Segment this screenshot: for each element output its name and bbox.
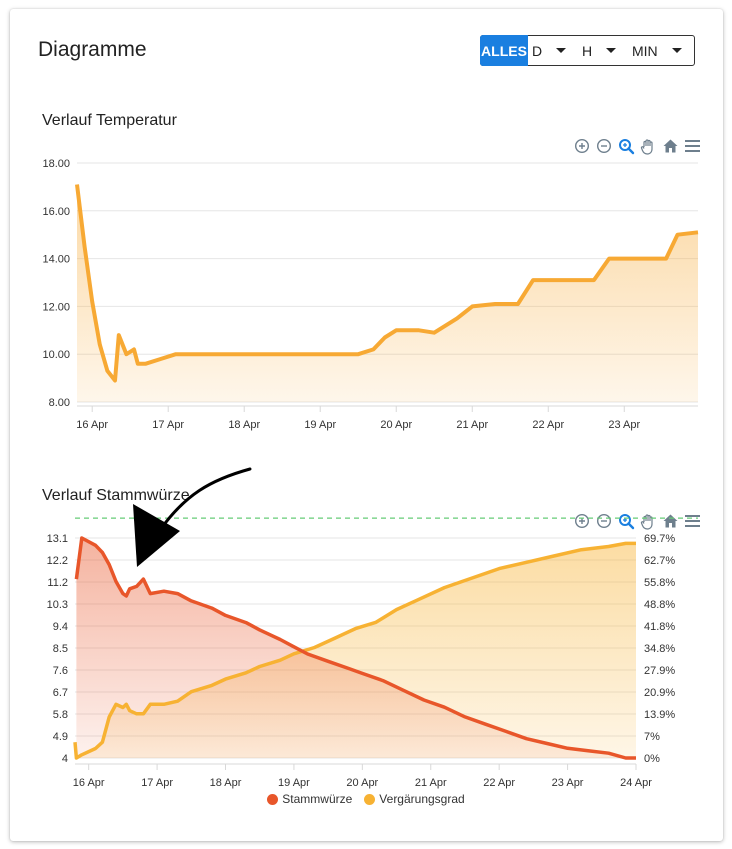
x-tick-label: 21 Apr: [456, 419, 488, 431]
y-tick-label: 8.00: [49, 397, 70, 409]
legend-label: Vergärungsgrad: [379, 792, 465, 806]
chart-legend: Stammwürze Vergärungsgrad: [0, 792, 732, 806]
zoom-in-icon[interactable]: [573, 137, 591, 155]
annotation-arrow: [133, 467, 252, 567]
y-left-tick-label: 6.7: [53, 687, 68, 699]
y-tick-label: 18.00: [42, 158, 70, 170]
x-tick-label: 17 Apr: [141, 777, 173, 789]
selection-zoom-icon[interactable]: [617, 512, 635, 530]
legend-marker: [364, 793, 376, 805]
y-tick-label: 16.00: [42, 206, 70, 218]
y-left-tick-label: 12.2: [47, 555, 68, 567]
y-right-tick-label: 55.8%: [644, 577, 675, 589]
range-dropdown-days[interactable]: D: [528, 36, 578, 65]
y-right-tick-label: 20.9%: [644, 687, 675, 699]
y-tick-label: 10.00: [42, 349, 70, 361]
range-button-alles[interactable]: ALLES: [480, 35, 528, 66]
y-left-tick-label: 8.5: [53, 643, 68, 655]
reset-home-icon[interactable]: [661, 137, 679, 155]
legend-item-vergaerungsgrad[interactable]: Vergärungsgrad: [364, 792, 465, 806]
chevron-down-icon: [556, 48, 567, 53]
stammwuerze-area: [76, 538, 637, 758]
y-right-tick-label: 7%: [644, 731, 660, 743]
x-tick-label: 23 Apr: [608, 419, 640, 431]
vergaerungsgrad-line: [73, 541, 636, 760]
chevron-down-icon: [671, 48, 682, 53]
card-title: Diagramme: [38, 38, 147, 61]
legend-item-stammwuerze[interactable]: Stammwürze: [267, 792, 352, 806]
range-dropdown-minutes-label: MIN: [632, 42, 658, 59]
pan-hand-icon[interactable]: [639, 512, 657, 530]
range-dropdown-hours-label: H: [582, 42, 593, 59]
menu-icon[interactable]: [683, 512, 701, 530]
menu-icon[interactable]: [683, 137, 701, 155]
x-tick-label: 24 Apr: [620, 777, 652, 789]
range-dropdown-days-label: D: [532, 42, 543, 59]
x-tick-label: 18 Apr: [210, 777, 242, 789]
stammwuerze-chart-toolbar: [573, 512, 701, 530]
time-range-selector: ALLES D H MIN: [480, 35, 695, 66]
x-tick-label: 16 Apr: [73, 777, 105, 789]
x-tick-label: 19 Apr: [304, 419, 336, 431]
zoom-out-icon[interactable]: [595, 512, 613, 530]
y-right-tick-label: 48.8%: [644, 599, 675, 611]
y-right-tick-label: 34.8%: [644, 643, 675, 655]
x-tick-label: 19 Apr: [278, 777, 310, 789]
x-tick-label: 18 Apr: [228, 419, 260, 431]
chevron-down-icon: [606, 48, 617, 53]
stammwuerze-chart-title: Verlauf Stammwürze: [42, 487, 190, 504]
x-tick-label: 22 Apr: [532, 419, 564, 431]
y-left-tick-label: 5.8: [53, 709, 68, 721]
x-tick-label: 23 Apr: [552, 777, 584, 789]
stammwuerze-line: [74, 536, 636, 760]
zoom-in-icon[interactable]: [573, 512, 591, 530]
y-right-tick-label: 0%: [644, 753, 660, 765]
legend-marker: [267, 793, 279, 805]
y-right-tick-label: 13.9%: [644, 709, 675, 721]
zoom-out-icon[interactable]: [595, 137, 613, 155]
y-right-tick-label: 62.7%: [644, 555, 675, 567]
x-tick-label: 21 Apr: [415, 777, 447, 789]
legend-label: Stammwürze: [282, 792, 353, 806]
y-left-tick-label: 4.9: [53, 731, 68, 743]
pan-hand-icon[interactable]: [639, 137, 657, 155]
temperature-chart: 18.00 16.00 14.00 12.00 10.00 8.00 16 Apr 17 Ap…: [42, 158, 699, 431]
y-left-tick-label: 7.6: [53, 665, 68, 677]
x-tick-label: 20 Apr: [380, 419, 412, 431]
temperature-chart-toolbar: [573, 137, 701, 155]
y-left-tick-label: 9.4: [53, 621, 68, 633]
temperature-line: [75, 184, 699, 383]
temperature-chart-title: Verlauf Temperatur: [42, 112, 177, 129]
y-right-tick-label: 27.9%: [644, 665, 675, 677]
y-left-tick-label: 10.3: [47, 599, 68, 611]
selection-zoom-icon[interactable]: [617, 137, 635, 155]
x-tick-label: 17 Apr: [152, 419, 184, 431]
x-tick-label: 22 Apr: [483, 777, 515, 789]
range-dropdown-minutes[interactable]: MIN: [628, 36, 694, 65]
temperature-area: [77, 184, 698, 402]
y-right-tick-label: 69.7%: [644, 533, 675, 545]
y-left-tick-label: 11.2: [47, 577, 68, 589]
x-tick-label: 16 Apr: [76, 419, 108, 431]
range-dropdown-hours[interactable]: H: [578, 36, 628, 65]
y-tick-label: 12.00: [42, 301, 70, 313]
y-left-tick-label: 4: [62, 753, 68, 765]
y-left-tick-label: 13.1: [47, 533, 68, 545]
x-tick-label: 20 Apr: [346, 777, 378, 789]
stammwuerze-chart: 13.1 69.7% 12.2 62.7% 11.2 55.8% 10.3 48.8% 9.4 4…: [47, 517, 698, 789]
y-right-tick-label: 41.8%: [644, 621, 675, 633]
y-tick-label: 14.00: [42, 254, 70, 266]
